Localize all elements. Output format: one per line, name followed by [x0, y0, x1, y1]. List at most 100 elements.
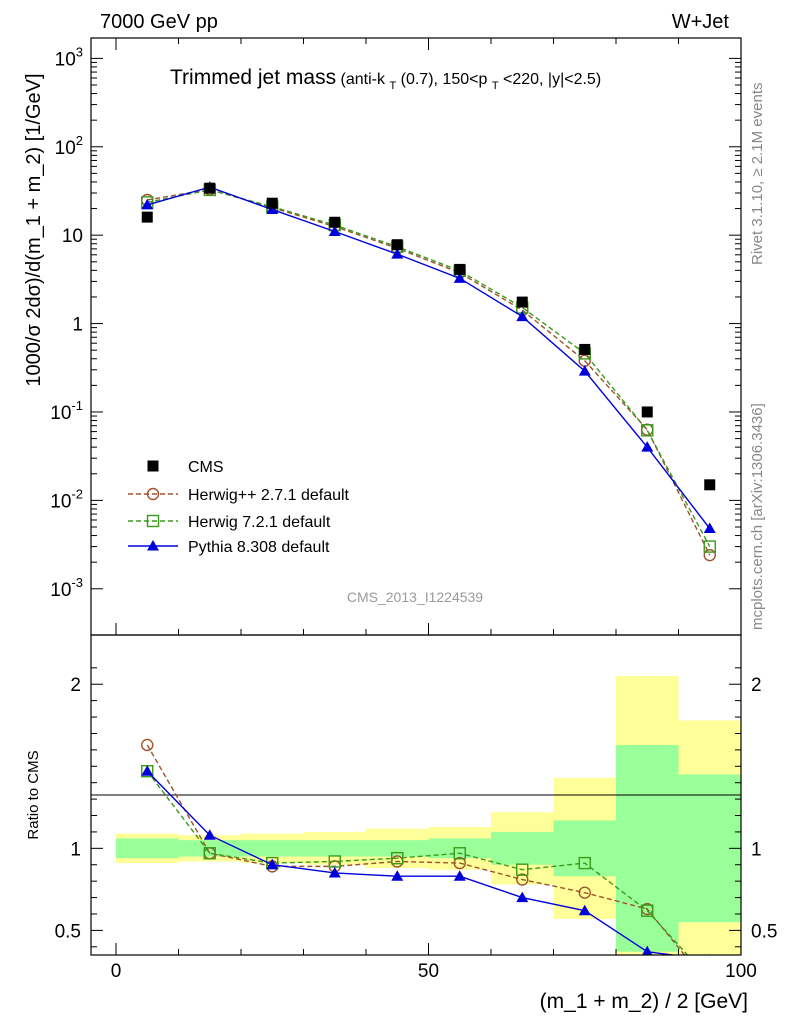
ratio-point [578, 904, 591, 916]
mcplots-label: mcplots.cern.ch [arXiv:1306.3436] [749, 403, 766, 630]
data-point [641, 441, 654, 452]
top-panel-series [141, 181, 716, 562]
title-cuts-prefix: (anti-k [341, 71, 386, 88]
y-tick-label: 10-2 [50, 486, 83, 512]
legend-label: Herwig 7.2.1 default [188, 514, 331, 531]
legend-marker [146, 514, 160, 528]
inner-band-bin [491, 831, 554, 865]
y-axis-label-top: 1000/σ 2dσ)/d(m_1 + m_2) [1/GeV] [23, 73, 45, 386]
ratio-panel-frame [90, 634, 742, 956]
ratio-line [146, 770, 689, 955]
ratio-point [516, 873, 529, 886]
ratio-point [641, 904, 654, 917]
ratio-line [146, 744, 686, 955]
data-point [703, 522, 716, 534]
ratio-pythia-8-308-default [141, 765, 711, 955]
title-cuts-suffix: <220, |y|<2.5) [503, 71, 601, 88]
ratio-point [391, 851, 404, 865]
ratio-point [578, 886, 591, 899]
y-tick-label: 102 [55, 133, 83, 159]
inner-band-bin [553, 820, 616, 877]
data-point [266, 203, 279, 215]
y-tick-label: 103 [55, 44, 83, 70]
y-tick-label: 10 [62, 226, 83, 247]
ratio-point [391, 870, 404, 881]
y-tick-label: 10-1 [50, 398, 83, 424]
ratio-point [141, 765, 154, 776]
data-point [579, 343, 591, 355]
legend: CMS Herwig++ 2.7.1 default Herwig 7.2.1 de… [128, 459, 350, 556]
data-point [329, 216, 341, 228]
legend-entry-herwig-7-2-1-default: Herwig 7.2.1 default [128, 514, 331, 531]
ratio-tick-label-right: 1 [751, 839, 762, 860]
data-point [204, 182, 216, 194]
x-tick-label: 0 [111, 961, 122, 982]
data-point [704, 479, 716, 491]
inner-band-bin [116, 838, 179, 859]
data-point [391, 248, 404, 259]
ratio-line [146, 770, 678, 955]
data-point [641, 406, 653, 418]
x-axis-label: (m_1 + m_2) / 2 [GeV] [540, 990, 748, 1013]
title-cuts-mid: (0.7), 150<p [401, 71, 488, 88]
legend-label: Herwig++ 2.7.1 default [188, 487, 350, 504]
series-line [147, 186, 711, 529]
x-tick-label: 100 [725, 961, 757, 982]
ratio-tick-label-right: 2 [751, 675, 762, 696]
ratio-point [328, 866, 341, 878]
uncertainty-bands [116, 676, 741, 955]
data-point [453, 272, 466, 283]
inner-band-bin [366, 840, 429, 857]
ratio-point [516, 863, 529, 876]
ratio-point [266, 858, 279, 870]
data-point [578, 365, 591, 376]
y-tick-label: 1 [72, 315, 83, 336]
legend-marker [146, 487, 160, 501]
ratio-panel-series [141, 738, 715, 985]
data-point [703, 548, 716, 562]
ratio-point [141, 738, 154, 752]
data-point [328, 225, 341, 237]
ratio-point [453, 870, 466, 881]
ratio-point [453, 847, 466, 860]
ratio-point [453, 856, 466, 870]
data-point [266, 197, 278, 209]
legend-entry-cms: CMS [147, 459, 224, 476]
header-collision: 7000 GeV pp [100, 11, 218, 33]
series-pythia-8-308-default [141, 181, 716, 534]
data-point [141, 211, 153, 223]
ratio-point [704, 974, 715, 985]
ratio-point [203, 829, 216, 840]
legend-entry-herwig-2-7-1-default: Herwig++ 2.7.1 default [128, 487, 350, 504]
plot-title: Trimmed jet mass (anti-k T (0.7), 150<p … [170, 66, 601, 93]
ratio-tick-label: 0.5 [55, 921, 81, 942]
legend-label: Pythia 8.308 default [188, 539, 330, 556]
legend-marker [147, 460, 159, 472]
data-point [516, 310, 529, 322]
data-point [391, 239, 403, 251]
x-tick-label: 50 [418, 961, 439, 982]
rivet-version-label: Rivet 3.1.10, ≥ 2.1M events [749, 83, 766, 266]
ratio-point [641, 945, 653, 955]
header-process: W+Jet [672, 11, 730, 33]
title-cuts-sub2: T [492, 80, 499, 92]
inner-band-bin [616, 744, 679, 952]
ratio-point [516, 891, 529, 903]
inner-band-bin [303, 840, 366, 857]
ratio-point [203, 847, 216, 860]
title-main: Trimmed jet mass [170, 66, 336, 89]
analysis-id: CMS_2013_I1224539 [347, 589, 483, 605]
title-cuts-sub1: T [389, 80, 396, 92]
series-cms [141, 182, 716, 491]
ratio-tick-label-right: 0.5 [751, 921, 777, 942]
y-axis-label-bottom: Ratio to CMS [25, 750, 42, 839]
ratio-tick-label: 1 [70, 839, 81, 860]
y-tick-label: 10-3 [50, 575, 83, 601]
data-point [703, 540, 716, 553]
ratio-tick-label: 2 [70, 675, 81, 696]
axis-ticks: 0 50 100 10-3 10-2 10-1 1 10 102 103 0.5 0.5 1 1 2 2 [50, 38, 777, 982]
data-point [516, 296, 528, 308]
legend-label: CMS [188, 459, 224, 476]
data-point [454, 263, 466, 275]
